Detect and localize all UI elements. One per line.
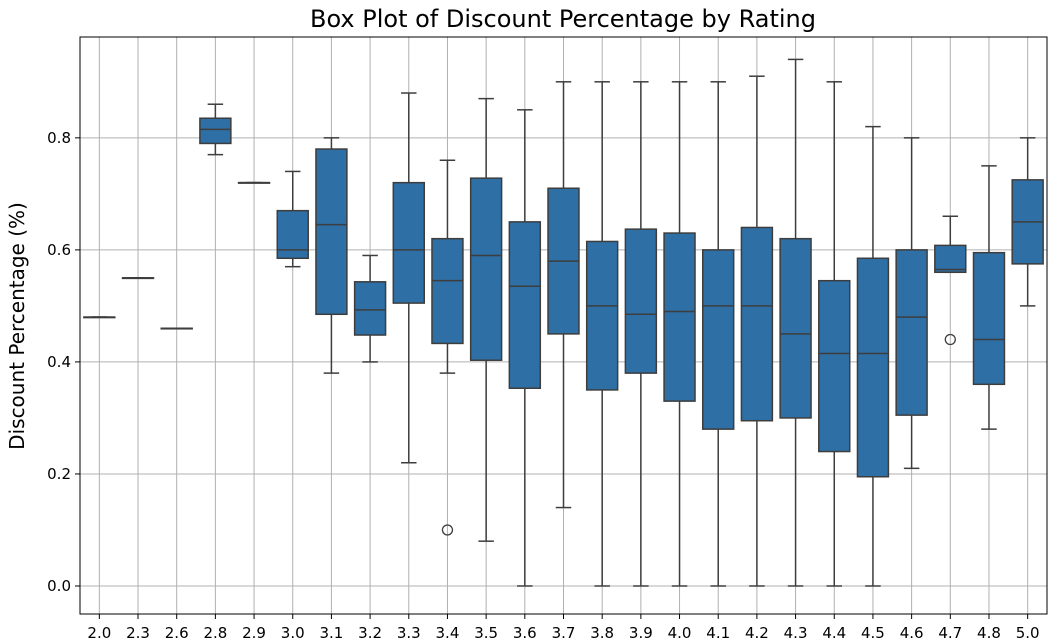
box-body bbox=[585, 240, 619, 391]
box-body bbox=[972, 251, 1006, 386]
box-body bbox=[315, 148, 348, 316]
box-4.7 bbox=[934, 215, 967, 346]
x-tick-label: 4.2 bbox=[745, 624, 769, 640]
y-tick-label: 0.6 bbox=[47, 241, 71, 259]
x-tick-label: 3.6 bbox=[513, 624, 537, 640]
box-3.7 bbox=[547, 81, 580, 509]
x-tick-label: 3.7 bbox=[552, 624, 576, 640]
x-tick-label: 3.2 bbox=[358, 624, 382, 640]
box-5.0 bbox=[1011, 137, 1044, 307]
x-tick-label: 4.5 bbox=[861, 624, 885, 640]
box-3.8 bbox=[585, 81, 619, 587]
x-ticks: 2.0 2.3 2.6 2.8 2.9 3.0 3.1 3.2 3.3 3.4 3.5 3.6 3.7 3… bbox=[87, 614, 1040, 640]
y-tick-label: 0.8 bbox=[47, 129, 71, 147]
box-body bbox=[431, 237, 464, 345]
box-2.9 bbox=[237, 181, 271, 184]
x-tick-label: 4.8 bbox=[977, 624, 1001, 640]
box-2.8 bbox=[199, 103, 232, 156]
box-2.6 bbox=[160, 327, 193, 330]
x-tick-label: 2.3 bbox=[126, 624, 150, 640]
x-tick-label: 3.8 bbox=[590, 624, 614, 640]
x-tick-label: 4.4 bbox=[822, 624, 846, 640]
box-body bbox=[740, 226, 774, 422]
x-tick-label: 3.1 bbox=[319, 624, 343, 640]
box-body bbox=[779, 237, 812, 419]
box-body bbox=[818, 279, 851, 453]
box-body bbox=[353, 281, 387, 336]
x-tick-label: 2.0 bbox=[87, 624, 111, 640]
y-tick-label: 0.0 bbox=[47, 577, 71, 595]
outlier-point bbox=[441, 524, 454, 536]
box-3.5 bbox=[469, 97, 503, 542]
box-3.1 bbox=[315, 137, 348, 374]
box-4.3 bbox=[779, 58, 812, 587]
box-4.6 bbox=[895, 137, 928, 470]
x-tick-label: 2.8 bbox=[203, 624, 227, 640]
box-body bbox=[469, 177, 503, 361]
box-4.1 bbox=[701, 81, 735, 587]
box-body bbox=[663, 232, 696, 402]
box-4.4 bbox=[818, 81, 851, 587]
box-body bbox=[199, 117, 232, 145]
box-3.0 bbox=[276, 170, 309, 268]
x-tick-label: 4.6 bbox=[900, 624, 924, 640]
x-tick-label: 4.7 bbox=[938, 624, 962, 640]
x-tick-label: 2.6 bbox=[165, 624, 189, 640]
box-4.0 bbox=[663, 81, 696, 587]
box-body bbox=[276, 209, 309, 260]
box-4.2 bbox=[740, 75, 774, 587]
x-tick-label: 3.3 bbox=[397, 624, 421, 640]
x-tick-label: 4.3 bbox=[784, 624, 808, 640]
box-2.0 bbox=[83, 316, 116, 319]
box-2.3 bbox=[121, 277, 155, 280]
y-tick-label: 0.2 bbox=[47, 465, 71, 483]
y-tick-label: 0.4 bbox=[47, 353, 71, 371]
boxes-layer bbox=[83, 58, 1044, 587]
x-tick-label: 4.1 bbox=[706, 624, 730, 640]
box-body bbox=[508, 221, 542, 389]
box-body bbox=[392, 181, 426, 304]
x-tick-label: 4.0 bbox=[668, 624, 692, 640]
box-3.4 bbox=[431, 159, 464, 536]
x-tick-label: 3.0 bbox=[281, 624, 305, 640]
box-body bbox=[856, 257, 890, 478]
chart-title: Box Plot of Discount Percentage by Ratin… bbox=[310, 5, 816, 33]
box-3.9 bbox=[624, 81, 658, 587]
x-tick-label: 3.5 bbox=[474, 624, 498, 640]
y-ticks: 0.0 0.2 0.4 0.6 0.8 bbox=[47, 129, 80, 595]
box-4.8 bbox=[972, 165, 1006, 430]
box-body bbox=[934, 244, 967, 274]
box-4.5 bbox=[856, 125, 890, 587]
box-3.3 bbox=[392, 92, 426, 464]
box-3.6 bbox=[508, 109, 542, 587]
box-body bbox=[624, 228, 658, 374]
x-tick-label: 3.9 bbox=[629, 624, 653, 640]
box-3.2 bbox=[353, 254, 387, 363]
x-tick-label: 5.0 bbox=[1016, 624, 1040, 640]
outlier-point bbox=[944, 333, 956, 346]
y-axis-label: Discount Percentage (%) bbox=[5, 202, 29, 450]
box-body bbox=[895, 249, 928, 416]
x-tick-label: 2.9 bbox=[242, 624, 266, 640]
x-tick-label: 3.4 bbox=[436, 624, 460, 640]
box-body bbox=[701, 249, 735, 430]
